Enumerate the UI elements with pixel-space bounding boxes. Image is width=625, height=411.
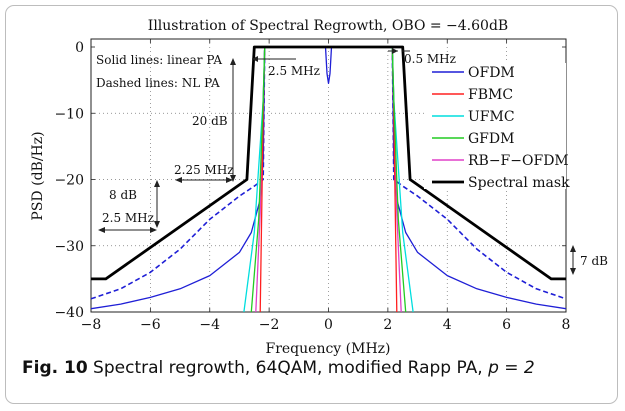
- arrowhead: [392, 48, 398, 54]
- legend-label: FBMC: [468, 87, 513, 103]
- annotation-2-5mhz-top: 2.5 MHz: [268, 64, 320, 78]
- arrowhead: [98, 227, 105, 233]
- arrowhead: [252, 56, 258, 62]
- arrowhead: [150, 227, 157, 233]
- arrowhead: [226, 177, 233, 183]
- y-tick-label: 0: [75, 40, 84, 56]
- annotations: Solid lines: linear PA Dashed lines: NL …: [96, 48, 608, 275]
- annotation-2-5mhz-bottom: 2.5 MHz: [102, 211, 154, 225]
- annotation-dashed-lines: Dashed lines: NL PA: [96, 76, 220, 90]
- arrowhead: [570, 268, 576, 275]
- legend-label: GFDM: [468, 131, 514, 147]
- x-tick-labels: −8 −6 −4 −2 0 2 4 6 8: [81, 317, 571, 333]
- x-tick-label: −6: [140, 317, 161, 333]
- annotation-2-25mhz: 2.25 MHz: [174, 163, 234, 177]
- x-tick-label: −4: [199, 317, 220, 333]
- x-tick-label: 6: [502, 317, 511, 333]
- legend-label: UFMC: [468, 109, 515, 125]
- legend-box: [424, 63, 566, 189]
- x-axis-label: Frequency (MHz): [265, 341, 390, 357]
- annotation-20db: 20 dB: [192, 114, 228, 128]
- arrowhead: [230, 175, 236, 182]
- caption-math: p = 2: [488, 358, 535, 378]
- x-tick-label: 8: [562, 317, 571, 333]
- x-tick-label: −8: [81, 317, 102, 333]
- figure-caption: Fig. 10 Spectral regrowth, 64QAM, modifi…: [22, 358, 612, 378]
- arrowhead: [154, 221, 160, 228]
- x-tick-label: −2: [259, 317, 280, 333]
- arrowhead: [154, 180, 160, 187]
- x-tick-label: 4: [443, 317, 452, 333]
- y-tick-labels: 0 −10 −20 −30 −40: [54, 40, 84, 321]
- chart-title: Illustration of Spectral Regrowth, OBO =…: [148, 18, 508, 34]
- y-tick-label: −20: [54, 173, 84, 189]
- legend-label: RB−F−OFDM: [468, 153, 569, 169]
- annotation-0-5mhz: 0.5 MHz: [404, 52, 456, 66]
- series-layer: [91, 45, 566, 312]
- y-tick-label: −30: [54, 239, 84, 255]
- legend-label: OFDM: [468, 65, 515, 81]
- annotation-solid-lines: Solid lines: linear PA: [96, 53, 222, 67]
- y-axis-label: PSD (dB/Hz): [30, 131, 46, 220]
- series-ofdm: [91, 46, 566, 310]
- arrowhead: [230, 58, 236, 65]
- y-tick-label: −40: [54, 305, 84, 321]
- caption-text: Spectral regrowth, 64QAM, modified Rapp …: [87, 358, 489, 378]
- annotation-8db: 8 dB: [109, 188, 137, 202]
- legend: OFDM FBMC UFMC GFDM RB−F−OFDM Spectral mask: [424, 63, 570, 191]
- annotation-7db: 7 dB: [580, 254, 608, 268]
- x-tick-label: 0: [324, 317, 333, 333]
- x-tick-label: 2: [383, 317, 392, 333]
- legend-label: Spectral mask: [468, 175, 570, 191]
- series-spectral-mask: [91, 45, 566, 281]
- y-tick-label: −10: [54, 106, 84, 122]
- arrowhead: [175, 177, 182, 183]
- caption-label: Fig. 10: [22, 358, 88, 378]
- legend-items: OFDM FBMC UFMC GFDM RB−F−OFDM Spectral mask: [432, 65, 570, 191]
- arrowhead: [570, 245, 576, 252]
